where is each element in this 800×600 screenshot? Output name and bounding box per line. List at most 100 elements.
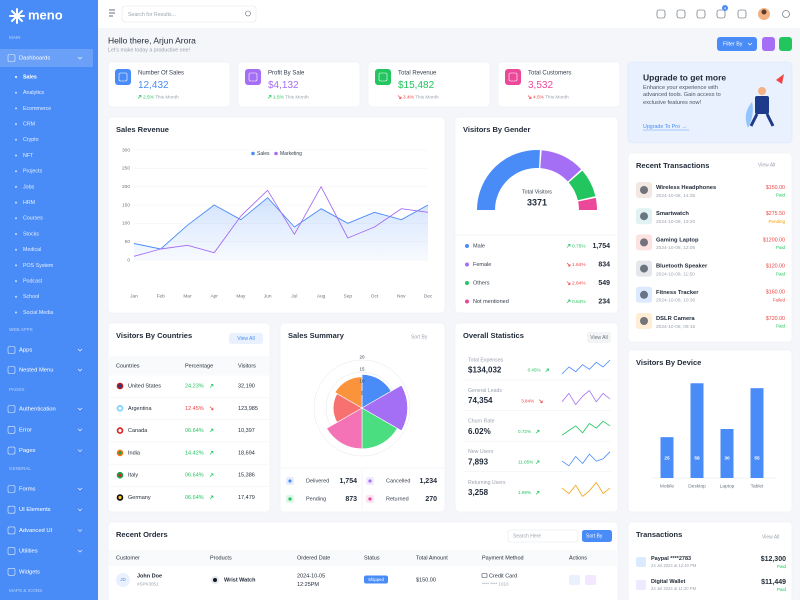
menu-item[interactable]: Advanced UI (19, 528, 53, 534)
stat-glyph (508, 72, 518, 82)
bullet (15, 264, 17, 267)
view-all[interactable]: View All (758, 162, 775, 168)
menu-item[interactable]: Dashboards (19, 56, 50, 62)
submenu-item[interactable]: Sales (23, 74, 37, 80)
summary-value: 1,754 (339, 478, 357, 485)
header-icon[interactable] (737, 9, 747, 19)
view-button[interactable] (569, 575, 580, 585)
stat-value: $4,132 (268, 80, 299, 91)
submenu-item[interactable]: Courses (23, 216, 43, 222)
menu-item[interactable]: Pages (19, 448, 36, 454)
search-box[interactable] (121, 5, 257, 23)
illustration-legs (749, 113, 775, 127)
sort-button[interactable] (582, 530, 612, 542)
trend-arrow (209, 406, 214, 411)
sort-label[interactable]: Sort By (411, 334, 428, 340)
submenu-item[interactable]: Projects (23, 169, 42, 175)
legend-value: 1,754 (592, 243, 610, 250)
header-icon[interactable] (696, 9, 706, 19)
button-label[interactable]: View All (237, 336, 254, 342)
product-glyph (640, 317, 648, 325)
customer-id: #SPK3051 (137, 582, 159, 587)
submenu-item[interactable]: NFT (23, 153, 34, 159)
submenu-item[interactable]: School (23, 294, 39, 300)
stat-change: 3.84% (521, 398, 534, 403)
stat-change: 3.4% (403, 94, 415, 100)
card-title: Visitors By Gender (463, 125, 530, 134)
menu-item[interactable]: Apps (19, 348, 32, 354)
upgrade-text-box: Enhance your experience with advanced to… (643, 85, 721, 106)
stat-value: 3,258 (468, 488, 489, 497)
submenu-item[interactable]: Crypto (23, 137, 39, 143)
stat-value: 74,354 (468, 396, 493, 405)
transaction-name: Gaming Laptop (656, 237, 699, 243)
submenu-item[interactable]: Jobs (23, 184, 35, 190)
header-icon[interactable] (676, 9, 686, 19)
header-icon[interactable] (656, 9, 666, 19)
upgrade-link[interactable]: Upgrade To Pro → (643, 124, 687, 130)
x-tick-label: Jul (291, 293, 297, 299)
transaction-date: 2024-10-08, 09:15 (656, 324, 696, 330)
bullet (15, 311, 17, 314)
header-icon[interactable] (716, 9, 726, 19)
r-tick-label: 10 (359, 379, 365, 384)
submenu-item[interactable]: Social Media (23, 310, 53, 316)
button[interactable] (587, 332, 611, 343)
card-title: Recent Orders (116, 530, 168, 539)
menu-item[interactable]: Forms (19, 487, 36, 493)
section-heading: WEB APPS (9, 327, 33, 332)
menu-item[interactable]: Error (19, 427, 32, 433)
filter-label[interactable]: Filter By (723, 42, 743, 48)
product-glyph (213, 578, 217, 582)
menu-item[interactable]: Authentication (19, 407, 56, 413)
search-box[interactable] (507, 529, 579, 543)
card (237, 61, 361, 108)
submenu-item[interactable]: Ecommerce (23, 106, 51, 112)
edit-button[interactable] (585, 575, 596, 585)
card-title: Sales Revenue (116, 125, 169, 134)
transaction-date: 24 Jul 2024 at 12:40 PM (651, 563, 697, 568)
filter-button[interactable] (717, 37, 757, 51)
country-percentage: 06.64% (185, 495, 204, 501)
submenu-item[interactable]: Stocks (23, 231, 39, 237)
submenu-item[interactable]: Analytics (23, 90, 45, 96)
polar-segment (361, 407, 398, 450)
column-header: Ordered Date (297, 555, 330, 561)
menu-item[interactable]: Widgets (19, 569, 40, 575)
stat-glyph (118, 72, 128, 82)
sort-label[interactable]: Sort By (586, 534, 603, 540)
menu-icon (7, 366, 16, 374)
bullet (15, 138, 17, 141)
view-all[interactable]: View All (762, 534, 779, 540)
action-button[interactable] (762, 37, 775, 51)
card-title: Sales Summary (288, 331, 345, 340)
legend-change: 0.75% (572, 243, 586, 249)
stat-label: General Leads (468, 388, 502, 394)
line (133, 186, 429, 257)
submenu-item[interactable]: CRM (23, 122, 35, 128)
action-button[interactable] (779, 37, 792, 51)
x-tick-label: Jun (264, 293, 272, 299)
menu-item[interactable]: UI Elements (19, 507, 51, 513)
trend-arrow (566, 244, 571, 248)
button[interactable] (229, 333, 263, 344)
button-label[interactable]: View All (590, 335, 607, 341)
x-tick-label: Laptop (720, 483, 735, 489)
trend-arrow (209, 473, 214, 477)
card (107, 322, 271, 513)
submenu-item[interactable]: POS System (23, 263, 54, 269)
submenu-item[interactable]: Podcast (23, 279, 43, 285)
menu-item[interactable]: Utilities (19, 549, 38, 555)
bullet (15, 76, 17, 78)
payment-icon (636, 557, 646, 567)
submenu-item[interactable]: HRM (23, 200, 35, 206)
submenu-item[interactable]: Medical (23, 247, 41, 253)
menu-item[interactable]: Nested Menu (19, 368, 53, 374)
card-number: **** **** 1010 (482, 582, 509, 587)
x-tick-label: Desktop (688, 483, 706, 489)
trend-arrow (209, 428, 214, 433)
transaction-status: Paid (776, 324, 786, 329)
legend-value: 549 (598, 280, 610, 287)
column-header: Payment Method (482, 555, 524, 561)
transaction-amount: $720.00 (766, 316, 785, 322)
